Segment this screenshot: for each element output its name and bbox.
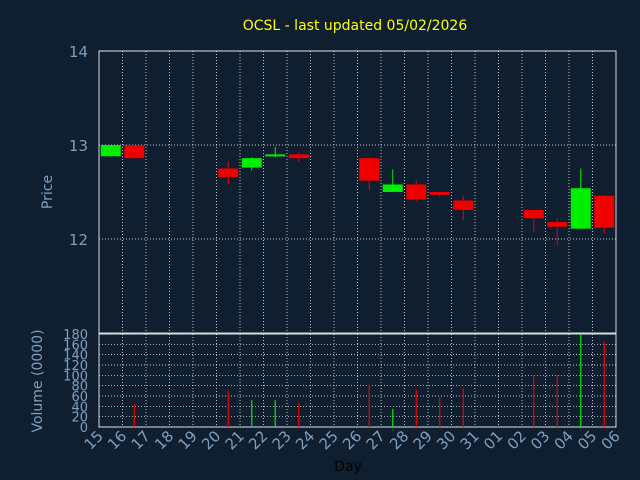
day-tick-label: 01: [480, 427, 506, 453]
day-tick-label: 19: [175, 427, 201, 453]
volume-tick-label: 0: [80, 421, 88, 436]
day-tick-label: 21: [222, 427, 248, 453]
volume-tick-label: 140: [63, 349, 88, 364]
day-axis-label: Day: [334, 459, 362, 475]
day-tick-label: 26: [339, 427, 365, 453]
day-tick-label: 24: [292, 427, 318, 453]
day-tick-label: 18: [151, 427, 177, 453]
candle-body: [288, 154, 309, 159]
price-tick-label: 14: [69, 43, 88, 61]
price-tick-label: 12: [69, 231, 88, 249]
candle-body: [547, 222, 568, 227]
day-tick-label: 28: [386, 427, 412, 453]
volume-panel-frame: [98, 333, 617, 428]
chart-title: OCSL - last updated 05/02/2026: [243, 18, 468, 34]
candle-body: [570, 188, 591, 229]
candle-body: [265, 154, 286, 157]
day-tick-label: 23: [269, 427, 295, 453]
volume-tick-label: 60: [71, 390, 88, 405]
day-tick-label: 17: [128, 427, 154, 453]
volume-tick-label: 180: [63, 328, 88, 343]
candle-body: [100, 145, 121, 157]
day-tick-label: 27: [363, 427, 389, 453]
candle-body: [453, 200, 474, 210]
day-tick-label: 02: [504, 427, 530, 453]
candle-body: [406, 184, 427, 200]
candle-body: [382, 184, 403, 192]
volume-tick-label: 120: [63, 359, 88, 374]
candles: [100, 145, 615, 246]
volume-bars: [133, 334, 605, 427]
candle-body: [359, 158, 380, 181]
day-tick-label: 04: [551, 427, 577, 453]
candle-body: [594, 195, 615, 228]
price-axis-ticks: 14 13 12: [69, 43, 88, 249]
day-axis-ticks: 1516171819202122232425262728293031010203…: [81, 427, 624, 453]
candle-body: [241, 158, 262, 168]
day-tick-label: 20: [198, 427, 224, 453]
day-tick-label: 16: [104, 427, 130, 453]
day-tick-label: 06: [598, 427, 624, 453]
volume-tick-label: 160: [63, 338, 88, 353]
day-tick-label: 31: [457, 427, 483, 453]
volume-tick-label: 20: [71, 411, 88, 426]
volume-tick-label: 80: [71, 380, 88, 395]
price-grid: [99, 50, 616, 333]
price-axis-label: Price: [40, 175, 56, 209]
candle-body: [218, 168, 239, 177]
volume-grid: [99, 333, 616, 428]
price-tick-label: 13: [69, 137, 88, 155]
candle-body: [523, 209, 544, 219]
volume-tick-label: 100: [63, 369, 88, 384]
day-tick-label: 29: [410, 427, 436, 453]
day-tick-label: 22: [245, 427, 271, 453]
day-tick-label: 03: [527, 427, 553, 453]
candle-body: [429, 192, 450, 195]
candle-body: [124, 145, 145, 159]
volume-tick-label: 40: [71, 400, 88, 415]
day-tick-label: 25: [316, 427, 342, 453]
day-tick-label: 05: [574, 427, 600, 453]
day-tick-label: 30: [433, 427, 459, 453]
volume-axis-label: Volume (0000): [30, 329, 46, 432]
